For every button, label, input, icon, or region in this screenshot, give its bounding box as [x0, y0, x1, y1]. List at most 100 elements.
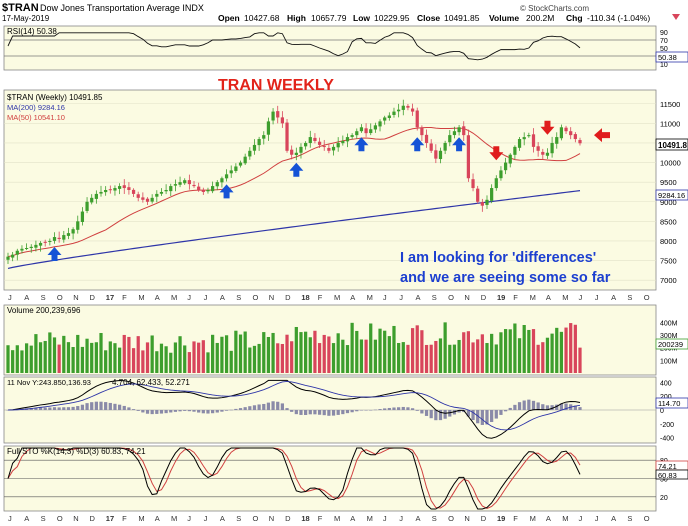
volume-value-tag-text: 200239: [658, 340, 683, 349]
volume-bar: [359, 339, 364, 373]
volume-bar: [169, 352, 173, 373]
macd-histogram-bar: [229, 409, 233, 411]
x-axis-month-label-bottom: J: [8, 514, 12, 523]
macd-histogram-bar: [564, 403, 568, 410]
volume-bar: [206, 352, 210, 373]
x-axis-month-label: A: [350, 293, 355, 302]
candle-body: [15, 250, 19, 255]
volume-bar: [220, 336, 224, 373]
volume-bar: [285, 334, 289, 373]
candle-body: [536, 146, 540, 151]
price-tick-label: 7000: [660, 276, 677, 285]
candle-body: [99, 191, 103, 194]
x-axis-month-label: A: [220, 293, 225, 302]
macd-histogram-bar: [271, 401, 275, 410]
x-axis-month-label: M: [367, 293, 373, 302]
volume-bar: [424, 344, 429, 373]
volume-bar: [192, 341, 196, 373]
macd-histogram-bar: [420, 410, 424, 414]
macd-histogram-bar: [471, 410, 475, 421]
x-axis-month-label: M: [334, 293, 340, 302]
candle-body: [271, 111, 275, 121]
candle-body: [224, 174, 229, 179]
volume-bar: [308, 337, 312, 373]
x-axis-month-label: A: [611, 293, 616, 302]
macd-histogram-bar: [211, 410, 215, 414]
volume-bar: [304, 331, 308, 373]
candle-body: [164, 190, 168, 192]
x-axis-month-label: S: [41, 293, 46, 302]
volume-bar: [99, 332, 103, 373]
sto-tick-label: 20: [660, 495, 668, 502]
candle-body: [485, 199, 489, 205]
macd-histogram-bar: [90, 402, 94, 410]
x-axis-month-label: 18: [301, 293, 309, 302]
candle-body: [322, 146, 326, 148]
candle-body: [550, 142, 554, 154]
volume-bar: [234, 330, 238, 373]
volume-bar: [243, 331, 247, 373]
volume-bar: [513, 323, 517, 373]
macd-histogram-bar: [457, 410, 461, 413]
x-axis-month-label: 17: [106, 293, 114, 302]
macd-histogram-bar: [248, 406, 252, 410]
candle-body: [187, 180, 191, 185]
x-axis-month-label: S: [432, 293, 437, 302]
candle-body: [355, 131, 359, 136]
volume-bar: [555, 327, 559, 373]
candle-body: [559, 127, 564, 139]
candle-body: [373, 125, 377, 130]
x-axis-month-label: 19: [497, 293, 505, 302]
volume-bar: [20, 350, 24, 373]
macd-histogram-bar: [559, 403, 564, 410]
volume-bar: [573, 324, 577, 373]
x-axis-month-label-bottom: M: [562, 514, 568, 523]
volume-bar: [248, 347, 252, 373]
price-tick-label: 10000: [660, 159, 681, 168]
x-axis-month-label: O: [57, 293, 63, 302]
volume-bar: [531, 329, 536, 373]
volume-bar: [550, 333, 554, 373]
volume-tick-label: 400M: [660, 320, 678, 327]
macd-histogram-bar: [327, 410, 331, 416]
up-arrow-icon: [452, 137, 467, 152]
candle-body: [71, 229, 75, 234]
volume-bar: [66, 342, 71, 373]
candle-body: [369, 129, 373, 134]
macd-histogram-bar: [243, 407, 247, 410]
volume-value: 200.2M: [526, 13, 554, 23]
volume-bar: [429, 344, 433, 373]
candle-body: [383, 117, 387, 121]
x-axis-month-label: J: [383, 293, 387, 302]
grid-lines: [4, 103, 656, 281]
macd-tick-label: -200: [660, 422, 674, 429]
macd-histogram-bar: [173, 410, 178, 412]
price-value-tag-text: 10491.8: [658, 141, 687, 150]
volume-bar: [476, 339, 480, 373]
macd-histogram-bar: [52, 407, 57, 410]
low-value: 10229.95: [374, 13, 410, 23]
macd-histogram-bar: [48, 407, 52, 410]
volume-bar: [369, 323, 373, 373]
volume-bar: [508, 329, 512, 373]
macd-histogram-bar: [136, 410, 140, 411]
candle-body: [490, 188, 494, 201]
candle-body: [243, 156, 247, 164]
candle-body: [62, 235, 66, 240]
candle-body: [229, 170, 233, 174]
macd-histogram-bar: [499, 410, 503, 415]
x-axis-month-label-bottom: 18: [301, 514, 309, 523]
down-arrow-icon: [540, 120, 555, 135]
candle-body: [522, 137, 526, 140]
candle-body: [52, 237, 57, 241]
macd-histogram-bar: [145, 410, 150, 414]
high-label: High: [287, 13, 306, 23]
down-arrow-icon: [489, 146, 504, 161]
macd-histogram-bar: [369, 410, 373, 411]
rsi-tick-label: 50: [660, 46, 668, 53]
close-label: Close: [417, 13, 440, 23]
macd-histogram-bar: [392, 407, 396, 410]
volume-bar: [387, 336, 391, 373]
macd-histogram-bar: [94, 401, 98, 410]
candle-body: [108, 189, 112, 191]
